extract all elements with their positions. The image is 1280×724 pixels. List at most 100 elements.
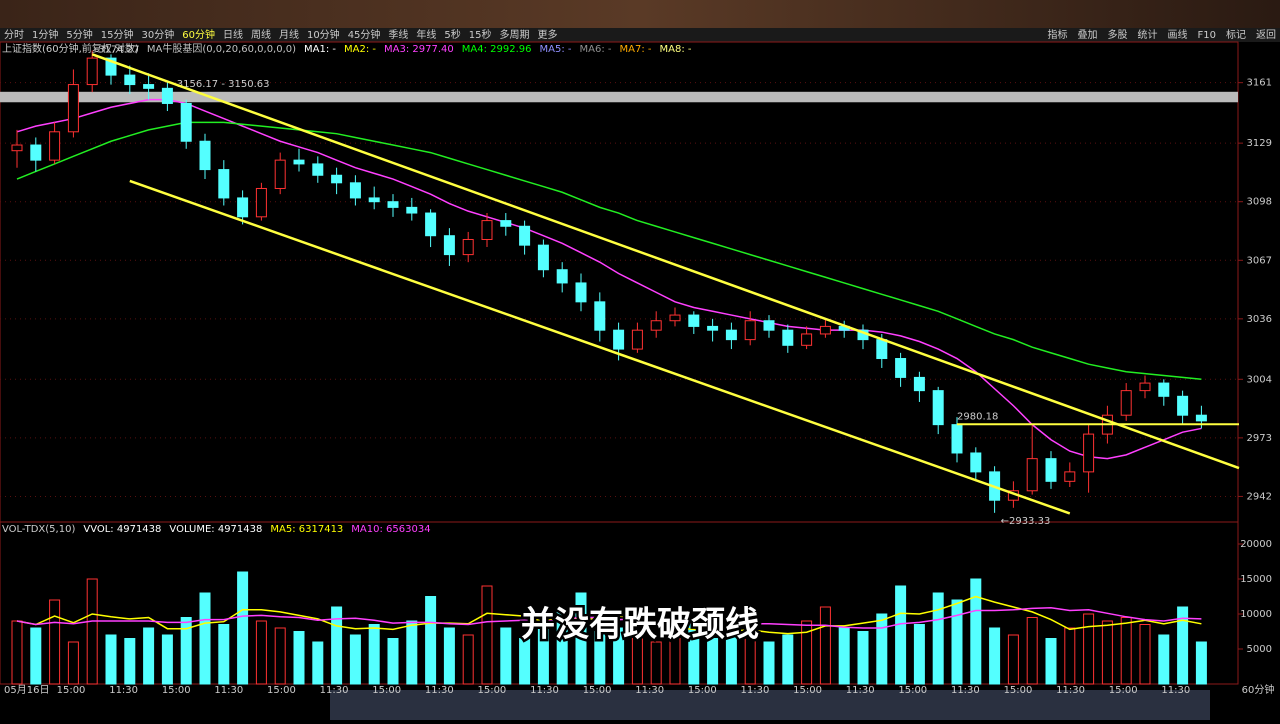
legend-item: MA3: 2977.40 [384,44,454,55]
volume-bar [161,634,173,685]
tool-button[interactable]: 多股 [1108,28,1128,41]
tool-button[interactable]: 标记 [1226,29,1246,41]
period-button[interactable]: 日线 [223,28,243,41]
candle-body [349,182,361,199]
candle-body [913,376,925,392]
volume-bar [970,578,982,685]
volume-bar [782,634,794,685]
period-button[interactable]: 月线 [279,28,299,41]
volume-bar [707,638,719,685]
x-tick-label: 15:00 [372,685,401,696]
volume-bar [49,599,61,685]
candle-body [443,235,455,256]
volume-bar [613,627,625,685]
candle-body [1195,414,1207,422]
x-tick-label: 15:00 [688,685,717,696]
volume-bar [801,620,813,685]
candle-body [143,84,155,89]
period-button[interactable]: 分时 [4,29,24,41]
period-button[interactable]: 更多 [538,28,558,41]
legend-item: MA5: 6317413 [270,524,343,535]
x-tick-label: 15:00 [1004,685,1033,696]
x-tick-label: 11:30 [1161,685,1190,696]
toolbar [0,28,1280,42]
period-button[interactable]: 15秒 [469,28,492,41]
y-tick-label: 5000 [1247,644,1272,655]
legend-item: MA1: - [304,44,336,55]
period-button[interactable]: 5秒 [444,28,460,41]
neckline-label: 2980.18 [957,411,998,422]
candle-body [49,131,61,161]
candle-body [707,325,719,331]
annotation: 3174.27 [98,45,139,56]
period-button[interactable]: 季线 [388,28,408,41]
candle-body [669,314,681,322]
caption: 并没有跌破颈线 [521,605,759,645]
period-button[interactable]: 年线 [416,28,436,41]
ma-line [16,98,1202,460]
period-label: 60分钟 [1242,683,1275,696]
tool-button[interactable]: 叠加 [1078,29,1098,41]
x-tick-label: 15:00 [583,685,612,696]
legend-item: MA2: - [344,44,376,55]
candle-body [556,269,568,284]
volume-bar [124,638,136,685]
x-tick-label: 15:00 [162,685,191,696]
volume-bar [237,571,249,685]
volume-bar [989,627,1001,685]
period-button[interactable]: 1分钟 [32,28,58,41]
panel-title: 上证指数(60分钟,前复权,对数) [2,42,139,55]
candle-body [161,87,173,104]
period-button[interactable]: 周线 [251,28,271,41]
period-button[interactable]: 多周期 [500,28,530,41]
volume-bar [838,627,850,685]
x-tick-label: 11:30 [635,685,664,696]
candle-body [537,244,549,271]
candle-body [312,163,324,176]
period-button[interactable]: 15分钟 [101,28,134,41]
y-tick-label: 3098 [1247,197,1272,208]
candle-body [255,187,267,218]
candle-body [368,197,380,203]
x-tick-label: 11:30 [425,685,454,696]
candle-body [1026,458,1038,492]
volume-bar [556,610,568,685]
period-button[interactable]: 30分钟 [141,28,174,41]
candle-body [274,159,286,189]
x-tick-label: 11:30 [530,685,559,696]
volume-bar [1195,641,1207,685]
legend-item: MA10: 6563034 [351,524,430,535]
candle-body [105,57,117,76]
volume-bar [425,596,437,685]
volume-bar [481,585,493,685]
candle-body [331,174,343,184]
volume-bar [688,620,700,685]
period-button[interactable]: 60分钟 [182,28,215,41]
candle-body [575,282,587,303]
tool-button[interactable]: 返回 [1256,29,1276,41]
x-tick-label: 11:30 [741,685,770,696]
volume-bar [1064,627,1076,685]
volume-bar [725,634,737,685]
x-tick-label: 11:30 [951,685,980,696]
volume-bar [349,634,361,685]
period-button[interactable]: 10分钟 [307,28,340,41]
volume-bar [218,624,230,685]
legend-item: MA8: - [660,44,692,55]
tool-button[interactable]: 指标 [1048,28,1068,41]
y-tick-label: 2942 [1247,491,1272,502]
tool-button[interactable]: F10 [1198,30,1216,41]
period-button[interactable]: 45分钟 [348,28,381,41]
tool-button[interactable]: 统计 [1138,28,1158,41]
volume-bar [1045,638,1057,685]
candle-body [425,212,437,237]
volume-bar [387,638,399,685]
period-button[interactable]: 5分钟 [66,28,92,41]
x-tick-label: 11:30 [320,685,349,696]
candle-body [895,358,907,378]
tool-button[interactable]: 画线 [1168,28,1188,41]
volume-bar [11,620,23,685]
candle-body [970,452,982,473]
